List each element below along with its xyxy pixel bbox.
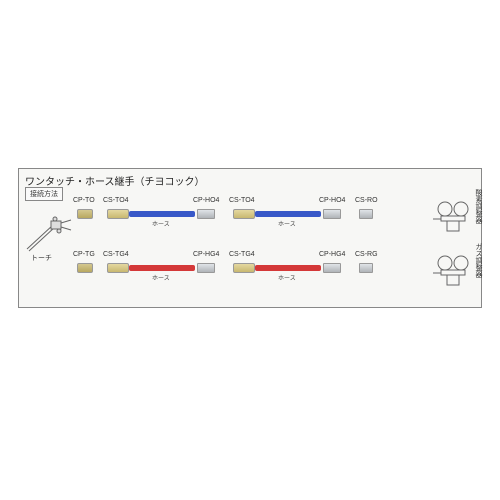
part-code-label: CS-RO xyxy=(355,197,378,204)
fitting-barb xyxy=(323,209,341,219)
fitting-plug xyxy=(77,263,93,273)
fitting-barb xyxy=(197,263,215,273)
oxygen-row: 酸素調整器 ホースホースCP-TOCS-TO4CP-HO4CS-TO4CP-HO… xyxy=(19,195,481,239)
hose-segment xyxy=(129,265,195,271)
part-code-label: CS-RG xyxy=(355,251,378,258)
hose-segment xyxy=(255,211,321,217)
part-code-label: CP-HG4 xyxy=(193,251,219,258)
hose-label: ホース xyxy=(152,273,170,282)
fitting-plug xyxy=(77,209,93,219)
part-code-label: CP-HG4 xyxy=(319,251,345,258)
part-code-label: CP-HO4 xyxy=(193,197,219,204)
oxygen-regulator-label: 酸素調整器 xyxy=(473,189,483,224)
fitting-socket xyxy=(233,209,255,219)
hose-segment xyxy=(129,211,195,217)
fitting-barb xyxy=(197,209,215,219)
part-code-label: CP-TO xyxy=(73,197,95,204)
hose-label: ホース xyxy=(278,273,296,282)
fitting-socket xyxy=(107,263,129,273)
part-code-label: CS-TG4 xyxy=(229,251,255,258)
part-code-label: CP-HO4 xyxy=(319,197,345,204)
part-code-label: CS-TO4 xyxy=(103,197,129,204)
fitting-socket xyxy=(233,263,255,273)
gas-regulator-label: ガス調整器 xyxy=(473,243,483,278)
part-code-label: CP-TG xyxy=(73,251,95,258)
hose-label: ホース xyxy=(152,219,170,228)
gas-regulator-icon xyxy=(433,251,475,287)
part-code-label: CS-TO4 xyxy=(229,197,255,204)
hose-label: ホース xyxy=(278,219,296,228)
fitting-barb xyxy=(323,263,341,273)
fitting-nut xyxy=(359,263,373,273)
part-code-label: CS-TG4 xyxy=(103,251,129,258)
hose-segment xyxy=(255,265,321,271)
diagram-title: ワンタッチ・ホース継手（チヨコック） xyxy=(25,173,205,188)
gas-row: ガス調整器 ホースホースCP-TGCS-TG4CP-HG4CS-TG4CP-HG… xyxy=(19,249,481,293)
oxygen-regulator-icon xyxy=(433,197,475,233)
fitting-socket xyxy=(107,209,129,219)
diagram-panel: ワンタッチ・ホース継手（チヨコック） 接続方法 トーチ 酸素調整器 ホースホース xyxy=(18,168,482,308)
fitting-nut xyxy=(359,209,373,219)
